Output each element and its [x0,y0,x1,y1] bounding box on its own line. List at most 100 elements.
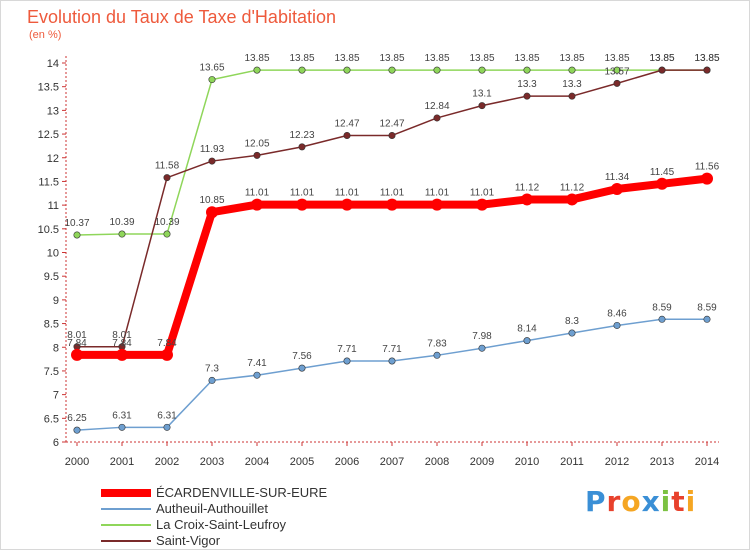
data-point [253,371,261,379]
legend-swatch [101,489,151,497]
data-label: 13.85 [694,53,719,64]
x-tick-label: 2001 [110,456,134,468]
data-label: 7.71 [382,344,402,355]
data-label: 13.85 [694,53,719,64]
data-label: 8.59 [697,302,717,313]
chart-title: Evolution du Taux de Taxe d'Habitation [27,7,336,27]
y-tick-label: 12.5 [38,129,59,141]
data-label: 11.01 [425,188,450,199]
y-tick-label: 10.5 [38,224,59,236]
data-label: 13.85 [649,53,674,64]
x-tick-label: 2011 [560,456,584,468]
data-point [341,198,353,211]
y-tick-label: 14 [47,58,59,70]
proxiti-logo: Proxiti [585,485,696,518]
x-tick-label: 2010 [515,456,539,468]
logo-letter: i [660,485,672,518]
data-label: 11.01 [470,188,495,199]
x-tick-label: 2013 [650,456,674,468]
data-label: 13.3 [562,79,582,90]
data-point [116,348,128,361]
y-tick-label: 12 [47,153,59,165]
legend-label: ÉCARDENVILLE-SUR-EURE [156,485,328,500]
data-label: 11.01 [380,188,405,199]
data-label: 12.47 [379,118,404,129]
data-label: 8.59 [652,302,672,313]
x-tick-label: 2000 [65,456,89,468]
data-point [568,92,576,100]
y-tick-label: 7 [53,390,59,402]
data-point [298,143,306,151]
data-point [343,357,351,365]
data-label: 7.3 [205,363,219,374]
data-label: 8.46 [607,308,627,319]
data-label: 7.84 [67,338,87,349]
data-point [478,66,486,74]
logo-letter: t [671,485,686,518]
x-tick-label: 2014 [695,456,719,468]
data-label: 10.39 [109,217,134,228]
data-label: 7.98 [472,331,492,342]
data-label: 8.3 [565,316,579,327]
data-label: 6.31 [157,410,177,421]
data-point [476,198,488,211]
data-label: 13.85 [649,53,674,64]
data-point [523,66,531,74]
data-point [613,66,621,74]
data-point [71,348,83,361]
y-tick-label: 10 [47,248,59,260]
data-label: 13.65 [199,63,224,74]
data-label: 7.56 [292,351,312,362]
legend-swatch [101,508,151,510]
data-point [161,348,173,361]
data-label: 13.85 [244,53,269,64]
data-label: 11.93 [200,144,225,155]
data-point [73,231,81,239]
data-point [163,230,171,238]
data-label: 13.85 [424,53,449,64]
logo-letter: x [641,485,661,518]
data-point [431,198,443,211]
data-label: 11.34 [605,172,630,183]
data-label: 7.41 [247,358,267,369]
data-point [568,66,576,74]
x-tick-label: 2003 [200,456,224,468]
logo-letter: P [585,485,607,518]
logo-letter: o [621,485,642,518]
data-label: 13.3 [517,79,537,90]
data-point [296,198,308,211]
data-point [253,66,261,74]
data-point [343,131,351,139]
data-label: 11.45 [650,167,675,178]
x-tick-label: 2009 [470,456,494,468]
data-point [251,198,263,211]
data-point [478,344,486,352]
data-point [611,183,623,196]
data-label: 13.57 [604,66,629,77]
data-point [658,315,666,323]
data-point [566,193,578,206]
data-point [523,337,531,345]
data-point [118,423,126,431]
data-label: 10.37 [64,218,89,229]
data-label: 13.85 [604,53,629,64]
y-tick-label: 8.5 [44,319,59,331]
data-point [523,92,531,100]
data-point [298,364,306,372]
data-label: 10.39 [154,217,179,228]
y-tick-label: 6 [53,437,59,449]
legend-label: La Croix-Saint-Leufroy [156,517,287,532]
data-point [163,423,171,431]
data-label: 13.85 [289,53,314,64]
data-label: 11.12 [515,182,540,193]
data-point [386,198,398,211]
data-point [478,102,486,110]
data-point [703,315,711,323]
data-label: 13.85 [334,53,359,64]
y-tick-label: 7.5 [44,366,59,378]
data-point [206,206,218,219]
data-label: 6.31 [112,410,132,421]
y-tick-label: 9 [53,295,59,307]
data-label: 12.05 [244,138,269,149]
